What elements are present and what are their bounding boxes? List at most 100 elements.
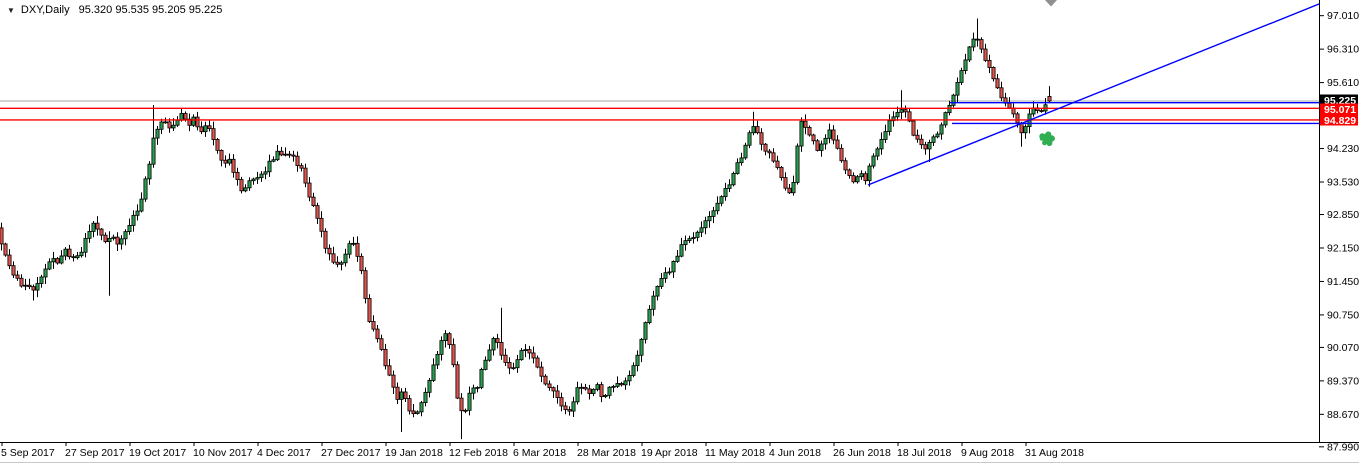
candle-bullish [795, 145, 800, 183]
candle-bearish [239, 179, 244, 192]
window-bottom-separator [0, 462, 1359, 463]
candle-bullish [43, 268, 48, 278]
candle-bearish [811, 134, 816, 142]
date-tick-label: 27 Sep 2017 [65, 447, 125, 459]
candle-bullish [151, 137, 156, 165]
candle-bearish [195, 116, 200, 128]
drawn-objects[interactable] [0, 0, 1359, 186]
candle-bearish [983, 48, 988, 61]
candle-bearish [395, 386, 400, 400]
candle-bullish [595, 384, 600, 390]
candle-bullish [1023, 126, 1028, 134]
candle-bullish [243, 187, 248, 192]
candle-bullish [463, 409, 468, 412]
candle-bearish [839, 147, 844, 162]
candle-bullish [635, 354, 640, 367]
candle-bullish [951, 94, 956, 106]
candle-bearish [207, 125, 212, 130]
price-tick-label: 93.530 [1327, 177, 1359, 189]
candle-bullish [791, 182, 796, 194]
candle-bullish [415, 411, 420, 415]
candle-bullish [827, 129, 832, 139]
collapse-triangle-icon[interactable]: ▼ [7, 5, 15, 15]
candle-bullish [871, 155, 876, 167]
candle-bullish [967, 46, 972, 61]
date-tick-label: 4 Dec 2017 [257, 447, 311, 459]
chart-shift-triangle-icon[interactable] [1045, 0, 1057, 7]
candle-bearish [587, 388, 592, 394]
candle-bullish [579, 386, 584, 389]
candle-bearish [911, 120, 916, 136]
candle-bullish [135, 210, 140, 216]
candle-bearish [223, 159, 228, 164]
candle-bearish [379, 338, 384, 350]
candle-bearish [547, 383, 552, 389]
candle-bullish [147, 163, 152, 180]
candle-bullish [943, 112, 948, 126]
candle-bullish [87, 231, 92, 239]
candle-bearish [583, 386, 588, 390]
candle-bullish [731, 173, 736, 186]
candle-bullish [687, 238, 692, 242]
candle-bearish [331, 253, 336, 263]
date-tick-label: 10 Nov 2017 [193, 447, 253, 459]
candle-bullish [875, 148, 880, 157]
price-tick-label: 87.990 [1327, 441, 1359, 453]
candle-bearish [7, 254, 12, 267]
candle-bearish [787, 187, 792, 194]
candle-bullish [247, 180, 252, 189]
candle-bearish [815, 140, 820, 151]
candle-bullish [571, 401, 576, 412]
candle-bullish [343, 253, 348, 264]
candle-bearish [919, 138, 924, 146]
candle-bearish [455, 364, 460, 399]
candle-bearish [303, 167, 308, 184]
candle-bullish [699, 227, 704, 233]
candle-bearish [551, 387, 556, 392]
candle-bearish [555, 390, 560, 398]
candle-bullish [603, 394, 608, 398]
green-butterfly-marker[interactable] [1039, 131, 1055, 147]
candlesticks [0, 18, 1052, 440]
candle-bullish [131, 214, 136, 226]
candle-bearish [459, 397, 464, 412]
candle-bullish [47, 261, 52, 270]
candle-bullish [955, 82, 960, 96]
candle-bullish [667, 271, 672, 274]
candle-bullish [475, 386, 480, 389]
candle-bullish [123, 231, 128, 240]
candle-bullish [799, 120, 804, 147]
candle-bearish [19, 277, 24, 287]
price-tick-label: 92.850 [1327, 209, 1359, 221]
candle-bearish [367, 298, 372, 322]
candle-bullish [647, 308, 652, 323]
candle-bearish [543, 375, 548, 385]
candle-bullish [895, 111, 900, 118]
candle-bullish [63, 248, 68, 257]
price-tick-label: 97.010 [1327, 10, 1359, 22]
candle-bullish [679, 244, 684, 257]
candle-bearish [407, 398, 412, 412]
date-tick-label: 5 Sep 2017 [1, 447, 55, 459]
candle-bullish [575, 387, 580, 403]
candle-bearish [291, 154, 296, 157]
price-label-94.829: 94.829 [1320, 114, 1358, 127]
candle-bearish [0, 227, 4, 245]
price-tick-label: 90.070 [1327, 342, 1359, 354]
candle-bullish [267, 160, 272, 173]
candle-bullish [483, 359, 488, 370]
candle-bullish [271, 159, 276, 162]
candle-bearish [771, 152, 776, 162]
candle-bearish [115, 236, 120, 245]
ascending-trendline[interactable] [867, 0, 1359, 186]
candle-bearish [991, 67, 996, 80]
candle-bearish [311, 196, 316, 207]
candle-bearish [847, 169, 852, 177]
candle-bearish [775, 160, 780, 168]
candle-bullish [23, 284, 28, 287]
candle-bullish [823, 137, 828, 145]
symbol-name: DXY,Daily [20, 4, 70, 16]
candle-bullish [435, 353, 440, 366]
